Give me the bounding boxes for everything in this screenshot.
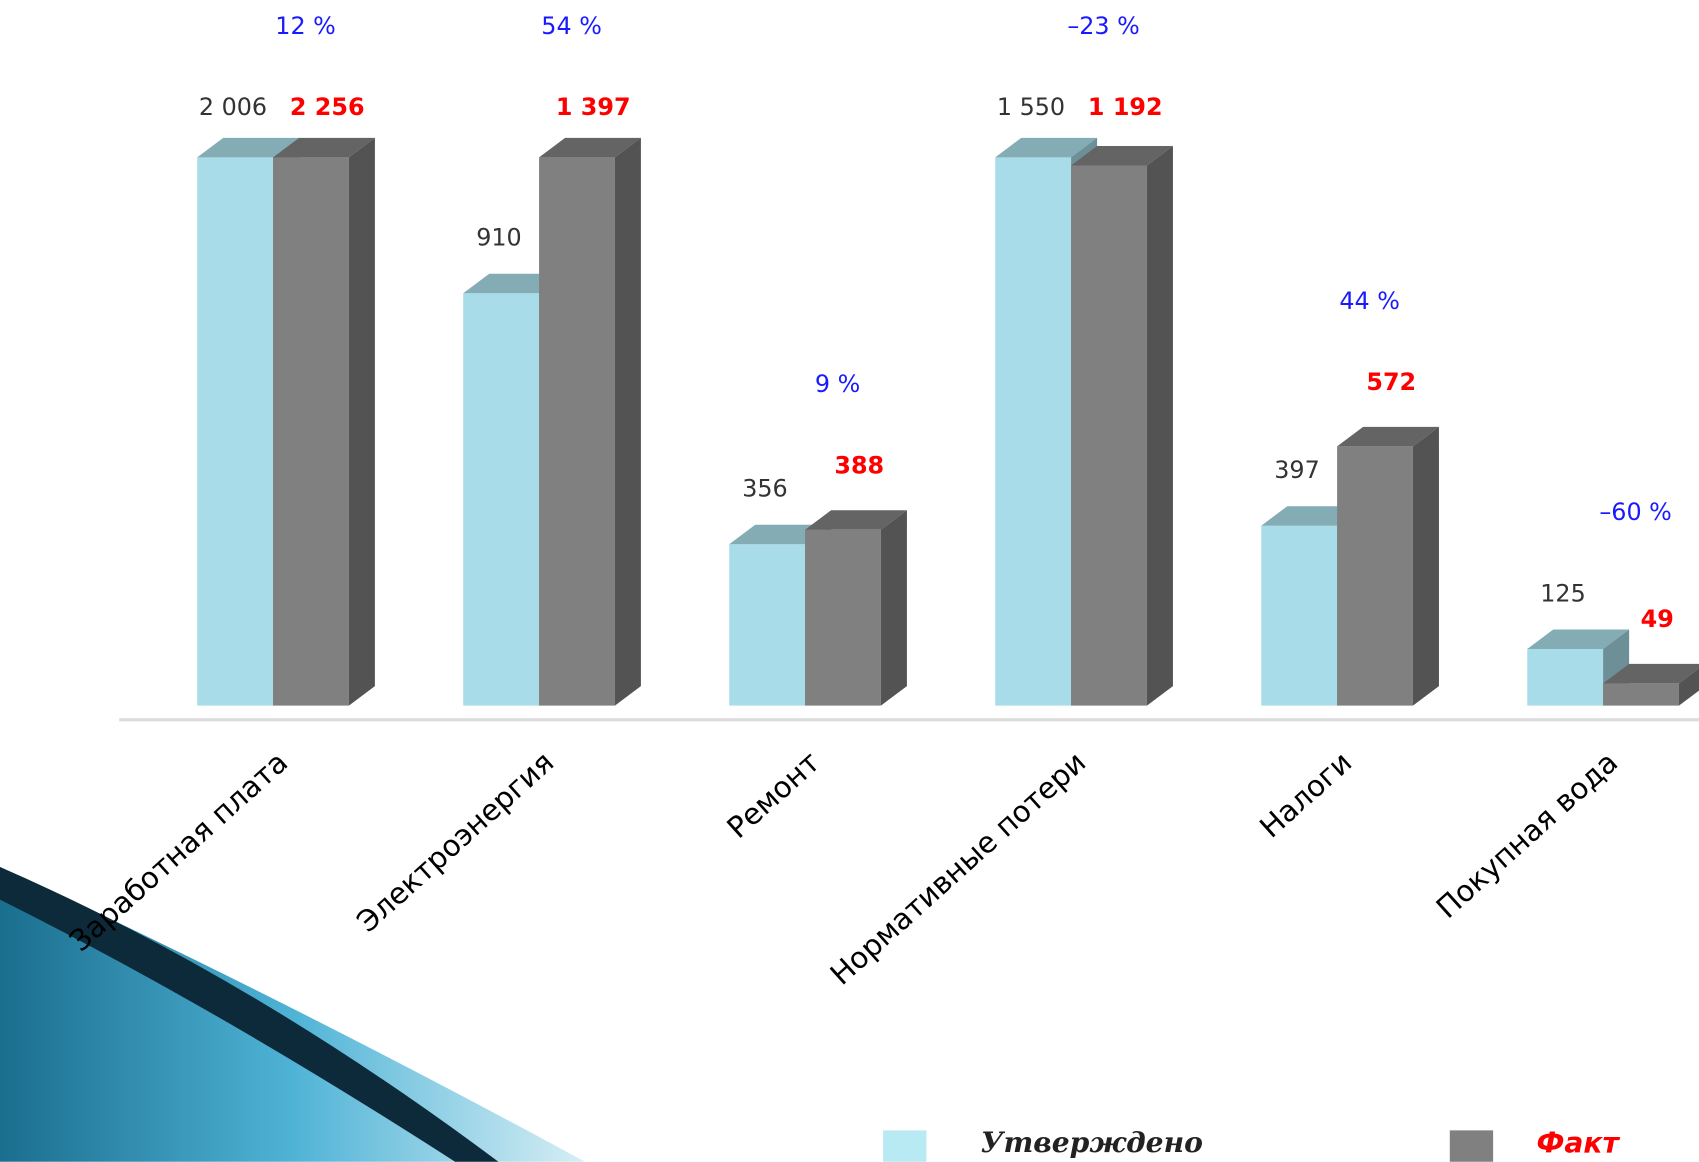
bar [1071,165,1147,706]
value-label: 388 [834,451,884,479]
bar-side [1412,426,1439,706]
value-label: 910 [476,224,521,252]
bar [197,157,274,706]
change-label: 54 % [541,12,602,40]
bar-top [197,137,300,158]
bar [1337,446,1413,706]
category-label: Нормативные потери [824,745,1093,992]
category-label: Заработная плата [63,745,294,958]
bar [539,157,615,706]
decoration [0,867,499,1162]
value-label: 49 [1641,605,1674,633]
bar-top [995,137,1098,158]
bar-top [539,137,641,158]
value-label: 1 192 [1088,93,1163,121]
change-label: –23 % [1067,12,1139,40]
value-label: 397 [1274,456,1319,484]
bar [463,293,540,706]
bar-side [880,510,907,706]
bar-side [1146,145,1173,706]
bar [1603,683,1679,706]
bar [273,157,349,706]
category-label: Налоги [1253,745,1358,844]
legend-label: Утверждено [981,1126,1203,1159]
bar [1527,648,1604,706]
change-label: 44 % [1339,287,1400,315]
bar-side [1678,668,1699,706]
value-label: 356 [742,475,787,503]
value-label: 2 256 [290,93,365,121]
bar-top [1603,663,1699,684]
bar-side [348,137,375,706]
category-label: Ремонт [720,745,826,845]
legend-label: Факт [1536,1126,1620,1159]
change-label: 12 % [275,12,336,40]
bar-top [1527,629,1630,649]
value-label: 125 [1540,579,1585,607]
category-label: Покупная вода [1430,745,1625,925]
legend-swatch [1449,1130,1494,1162]
change-label: –60 % [1599,498,1671,526]
change-label: 9 % [815,370,860,398]
value-label: 572 [1366,368,1416,396]
value-label: 1 397 [556,93,631,121]
bar [995,157,1072,706]
bar [1261,525,1338,706]
bar-side [614,137,641,706]
bar [729,544,806,706]
bar-top [1337,426,1439,447]
bar [805,529,881,706]
bar-top [273,137,375,158]
category-label: Электроэнергия [350,745,560,939]
value-label: 1 550 [997,93,1065,121]
value-label: 2 006 [199,93,267,121]
legend-swatch [883,1130,927,1162]
bar-top [805,510,907,530]
bar-top [1071,145,1173,166]
